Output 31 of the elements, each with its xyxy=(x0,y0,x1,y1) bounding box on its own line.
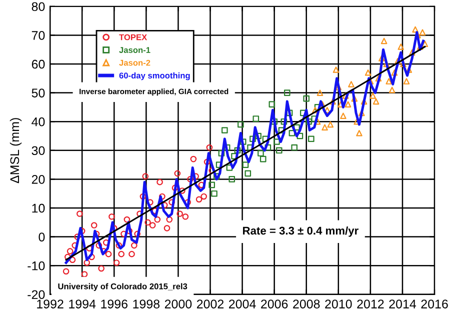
y-tick-label: 40 xyxy=(32,117,45,126)
x-tick-label: 1994 xyxy=(69,300,96,308)
x-tick-label: 1996 xyxy=(101,300,128,308)
x-tick-label: 2010 xyxy=(325,300,352,308)
x-tick-label: 2012 xyxy=(357,300,384,308)
x-tick-label: 2016 xyxy=(421,300,448,308)
legend-label: 60-day smoothing xyxy=(119,72,190,80)
legend-label: Jason-1 xyxy=(119,47,150,53)
x-tick-label: 1998 xyxy=(133,300,160,308)
y-tick-label: 10 xyxy=(32,204,45,213)
x-tick-label: 1992 xyxy=(37,300,64,308)
y-tick-label: 0 xyxy=(38,232,45,242)
legend-label: TOPEX xyxy=(119,34,148,40)
y-tick-label: 70 xyxy=(32,31,45,40)
x-tick-label: 2002 xyxy=(196,300,224,308)
y-tick-label: -10 xyxy=(28,261,45,270)
y-tick-label: 80 xyxy=(32,2,45,12)
x-tick-label: 2004 xyxy=(229,300,256,308)
x-tick-label: 2008 xyxy=(293,300,320,308)
y-tick-label: -20 xyxy=(28,290,45,300)
annotation: Rate = 3.3 ± 0.4 mm/yr xyxy=(243,226,358,237)
y-tick-label: 20 xyxy=(32,175,45,184)
x-tick-label: 2014 xyxy=(389,300,416,308)
y-tick-label: 50 xyxy=(32,88,45,98)
x-tick-label: 2006 xyxy=(261,300,288,308)
x-tick-label: 2000 xyxy=(164,300,192,308)
y-axis-title: ΔMSL (mm) xyxy=(10,118,22,184)
y-tick-label: 60 xyxy=(32,60,45,69)
annotation: University of Colorado 2015_rel3 xyxy=(58,283,188,291)
y-tick-label: 30 xyxy=(32,146,45,156)
legend-label: Jason-2 xyxy=(119,60,150,66)
